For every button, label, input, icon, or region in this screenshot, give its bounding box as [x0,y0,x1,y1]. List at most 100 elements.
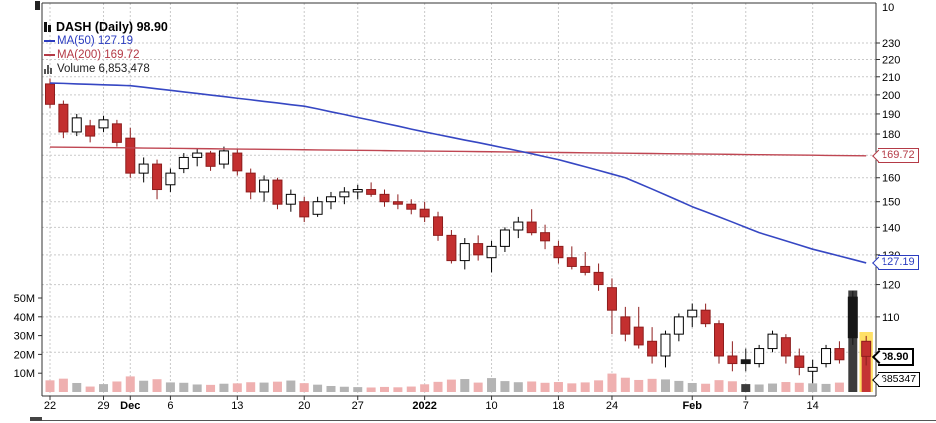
candle-body [580,265,591,273]
candle-body [58,103,69,133]
candle-body [299,201,310,218]
candle-body [540,232,551,242]
cropped-ui-fragment-top-left [35,1,40,10]
volume-bar [232,383,242,392]
volume-bar [125,376,135,392]
price-tick-label: 190 [882,109,900,121]
candle-body [687,309,698,318]
volume-bar [794,382,804,392]
volume-bar [152,379,162,392]
x-axis-label: 20 [298,400,310,412]
candle-body [272,179,283,205]
cropped-next-panel-fragment [30,417,42,421]
candle-body [633,326,644,346]
volume-bar [741,384,751,392]
legend-ma50-label: MA(50) 127.19 [57,35,134,47]
volume-bar [861,343,871,392]
candle-body [419,208,430,218]
legend-ma200-row: MA(200) 169.72 [44,48,168,62]
volume-bar [313,384,323,392]
volume-bar [487,378,497,392]
volume-bar [393,387,403,392]
legend-symbol-title: DASH (Daily) 98.90 [56,20,168,34]
candle-body [513,221,524,231]
candle-body [433,216,444,236]
candle-body [861,340,872,357]
volume-bar [246,382,256,392]
volume-bar [58,378,68,392]
legend-volume-label: Volume 6,853,478 [57,63,150,75]
candle-body [566,257,577,267]
price-tick-label: 230 [882,38,900,50]
candle-body [459,243,470,262]
candle-body [152,163,163,191]
volume-bar [433,381,443,392]
candle-body [85,125,96,137]
volume-bar [634,379,644,392]
volume-bar [192,384,202,392]
candle-body [821,348,832,365]
candle-body [700,309,711,325]
candle-body [232,152,243,172]
volume-tick-label: 40M [14,312,35,324]
volume-bar [353,387,363,392]
legend-volume-row: Volume 6,853,478 [44,62,168,76]
x-axis-label: Dec [120,400,140,412]
price-tick-label: 200 [882,90,900,102]
volume-bar [513,382,523,392]
candle-body [714,323,724,357]
candle-body [553,245,564,259]
volume-bar [473,382,483,392]
chart-legend: DASH (Daily) 98.90 MA(50) 127.19 MA(200)… [44,20,168,76]
candle-body [794,355,805,368]
x-axis-label: 29 [97,400,109,412]
volume-bar [834,382,844,392]
candle-body [473,243,484,256]
volume-bar [45,380,55,392]
price-tick-label: 150 [882,197,900,209]
volume-bar [808,383,818,392]
volume-bar [553,382,563,392]
candle-body [339,191,350,198]
volume-bar [527,381,537,392]
volume-bar [660,379,670,392]
volume-bars-icon [44,64,53,74]
candle-body [647,340,658,357]
volume-bar [594,380,604,392]
x-axis-label: 27 [352,400,364,412]
volume-bar [165,382,175,392]
candle-body [259,179,270,193]
candle-body [834,348,845,361]
volume-bar [112,381,122,392]
volume-tick-label: 30M [14,331,35,343]
x-axis-label: 7 [743,400,749,412]
legend-ma200-label: MA(200) 169.72 [57,49,140,61]
volume-bar [754,384,764,392]
candle-body [205,152,216,167]
price-tick-label-cropped: 10 [882,2,894,14]
volume-bar [687,382,697,392]
candle-body [593,271,604,286]
ma50-line-swatch-icon [44,40,55,42]
x-axis-label: 13 [231,400,243,412]
volume-bar [500,381,510,392]
x-axis-label: Feb [682,400,702,412]
price-tick-label: 160 [882,173,900,185]
volume-bar [701,383,711,392]
candle-body [847,296,858,339]
volume-bar [272,381,282,392]
candle-body [727,355,738,365]
price-tick-label: 170 [882,150,900,162]
volume-bar [380,386,389,392]
volume-bar [219,383,229,392]
candle-body [526,221,537,234]
candle-body [767,333,778,350]
volume-bar [179,382,189,392]
candle-body [125,137,136,174]
candle-body [392,201,403,205]
ma200-line-swatch-icon [44,54,55,56]
x-axis-label: 14 [807,400,819,412]
candle-body [352,189,363,193]
candle-body [325,196,336,203]
